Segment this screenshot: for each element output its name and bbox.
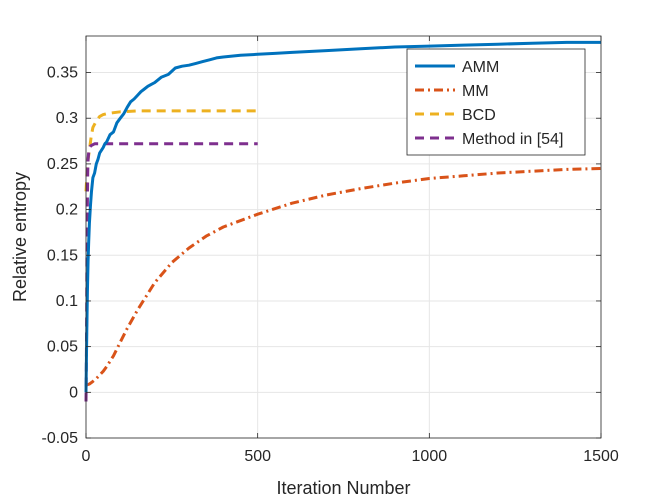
x-tick-label: 0 — [82, 448, 91, 465]
series-line-method-in-54 — [84, 142, 258, 402]
y-tick-label: 0.25 — [47, 156, 78, 173]
y-tick-label: 0.1 — [56, 293, 78, 310]
ticks: 0 500 1000 1500-0.0500.050.10.150.20.250.30… — [42, 36, 619, 465]
y-tick-label: -0.05 — [42, 430, 79, 447]
y-tick-label: 0.05 — [47, 339, 78, 356]
series-line-mm — [85, 167, 602, 387]
legend-label: BCD — [462, 107, 496, 124]
x-tick-label: 500 — [244, 448, 271, 465]
x-tick-label: 1000 — [412, 448, 448, 465]
legend: AMM MM BCD Method in [54] — [406, 48, 586, 156]
y-tick-label: 0 — [69, 384, 78, 401]
y-tick-label: 0.15 — [47, 247, 78, 264]
legend-label: AMM — [462, 59, 499, 76]
y-tick-label: 0.2 — [56, 202, 78, 219]
legend-label: MM — [462, 83, 489, 100]
y-tick-label: 0.3 — [56, 110, 78, 127]
series-group — [84, 40, 602, 402]
x-axis-label: Iteration Number — [276, 478, 410, 498]
plot-frame — [85, 35, 602, 439]
y-axis-label: Relative entropy — [10, 172, 30, 302]
x-tick-label: 1500 — [583, 448, 619, 465]
series-line-amm — [84, 40, 601, 393]
y-tick-label: 0.35 — [47, 65, 78, 82]
legend-label: Method in [54] — [462, 131, 563, 148]
